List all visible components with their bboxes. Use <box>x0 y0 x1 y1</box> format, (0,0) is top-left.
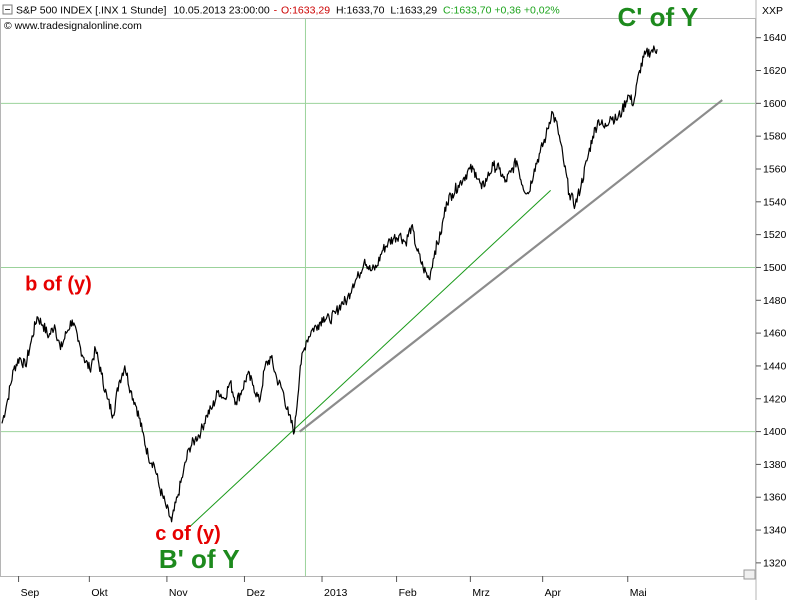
trendline-gray <box>299 99 723 433</box>
header: S&P 500 INDEX [.INX 1 Stunde] 10.05.2013… <box>2 4 783 32</box>
annotation-label: b of (y) <box>25 273 92 295</box>
header-datetime: 10.05.2013 23:00:00 <box>173 5 270 17</box>
y-tick-label: 1360 <box>763 492 787 504</box>
x-tick-label: Okt <box>91 587 107 599</box>
x-tick-label: Mai <box>630 587 647 599</box>
price-line <box>1 45 658 523</box>
y-tick-label: 1620 <box>763 65 787 77</box>
y-tick-label: 1400 <box>763 426 787 438</box>
y-axis: 1320 1340 1360 1380 1400 1420 1440 1460 1480 1500… <box>756 32 787 569</box>
resize-handle[interactable] <box>743 569 756 580</box>
x-axis: Sep Okt Nov Dez 2013 Feb Mrz Apr Mai <box>18 576 647 599</box>
y-tick-label: 1380 <box>763 459 787 471</box>
y-tick-label: 1600 <box>763 98 787 110</box>
y-tick-label: 1480 <box>763 295 787 307</box>
trendlines <box>189 99 723 528</box>
y-tick-label: 1420 <box>763 393 787 405</box>
x-tick-label: Apr <box>545 587 562 599</box>
annotation-label: B' of Y <box>159 544 240 574</box>
x-tick-label: Mrz <box>472 587 490 599</box>
y-tick-label: 1640 <box>763 32 787 44</box>
x-tick-label: Sep <box>21 587 40 599</box>
header-low: L:1633,29 <box>390 5 437 17</box>
x-tick-label: Nov <box>169 587 188 599</box>
y-tick-label: 1560 <box>763 163 787 175</box>
y-tick-label: 1520 <box>763 229 787 241</box>
header-high: H:1633,70 <box>336 5 385 17</box>
annotation-label: c of (y) <box>155 523 221 545</box>
watermark: © www.tradesignalonline.com <box>4 20 142 32</box>
y-tick-label: 1540 <box>763 196 787 208</box>
header-symbol: S&P 500 INDEX [.INX 1 Stunde] <box>16 5 166 17</box>
header-open: O:1633,29 <box>281 5 330 17</box>
trendline-green <box>189 189 551 528</box>
annotations: b of (y) c of (y)B' of Y C' of Y <box>25 2 698 574</box>
header-line: S&P 500 INDEX [.INX 1 Stunde] 10.05.2013… <box>16 5 560 17</box>
x-tick-label: 2013 <box>324 587 348 599</box>
y-tick-label: 1460 <box>763 328 787 340</box>
y-tick-label: 1320 <box>763 557 787 569</box>
x-tick-label: Feb <box>399 587 417 599</box>
annotation-label: C' of Y <box>617 2 698 32</box>
header-sep: - <box>274 5 278 17</box>
axis-label-xxp: XXP <box>762 5 783 17</box>
y-tick-label: 1500 <box>763 262 787 274</box>
header-close: C:1633,70 +0,36 +0,02% <box>443 5 560 17</box>
y-tick-label: 1580 <box>763 131 787 143</box>
x-tick-label: Dez <box>246 587 265 599</box>
grid <box>1 19 755 576</box>
y-tick-label: 1440 <box>763 360 787 372</box>
y-tick-label: 1340 <box>763 525 787 537</box>
